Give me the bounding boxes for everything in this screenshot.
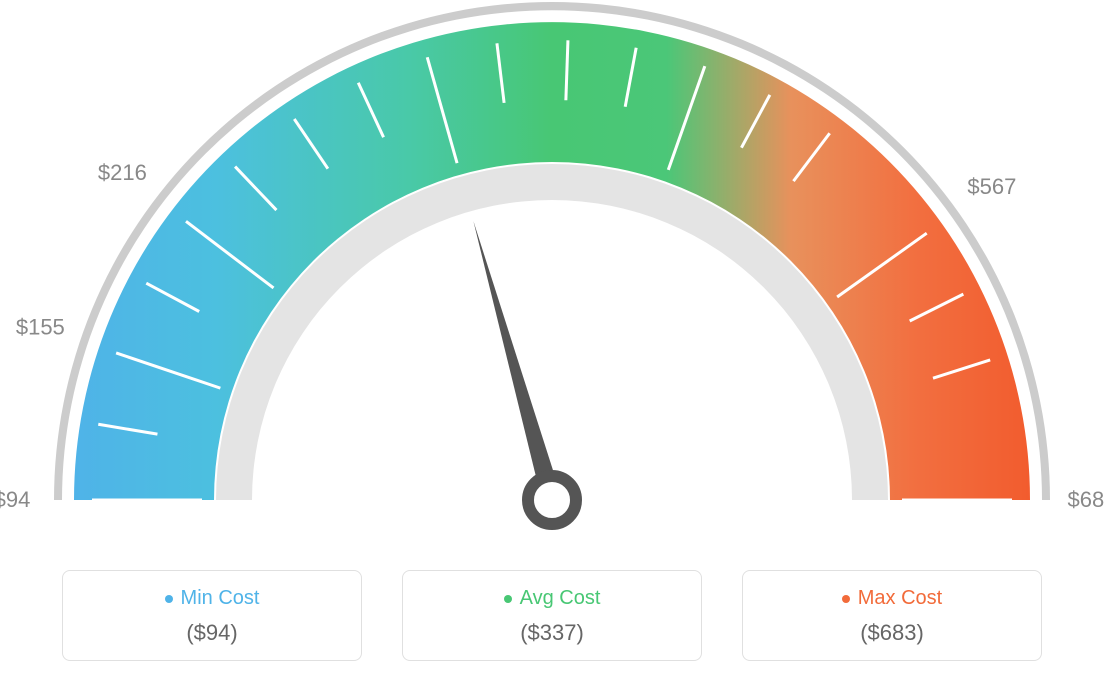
legend-value-avg: ($337) xyxy=(413,620,691,646)
svg-text:$567: $567 xyxy=(967,174,1016,199)
legend-value-min: ($94) xyxy=(73,620,351,646)
legend-card-max: Max Cost ($683) xyxy=(742,570,1042,661)
legend-text-min: Min Cost xyxy=(181,587,260,610)
legend-dot-max xyxy=(842,595,850,603)
legend-dot-min xyxy=(165,595,173,603)
legend-card-avg: Avg Cost ($337) xyxy=(402,570,702,661)
svg-text:$452: $452 xyxy=(707,0,756,3)
gauge-chart: $94$155$216$337$452$567$683 xyxy=(0,0,1104,560)
legend-row: Min Cost ($94) Avg Cost ($337) Max Cost … xyxy=(0,570,1104,661)
svg-text:$155: $155 xyxy=(16,314,65,339)
svg-text:$94: $94 xyxy=(0,487,30,512)
legend-dot-avg xyxy=(504,595,512,603)
legend-label-avg: Avg Cost xyxy=(504,587,601,610)
svg-text:$216: $216 xyxy=(98,160,147,185)
legend-label-max: Max Cost xyxy=(842,587,942,610)
svg-text:$683: $683 xyxy=(1068,487,1104,512)
legend-value-max: ($683) xyxy=(753,620,1031,646)
legend-text-max: Max Cost xyxy=(858,587,942,610)
legend-label-min: Min Cost xyxy=(165,587,260,610)
legend-text-avg: Avg Cost xyxy=(520,587,601,610)
gauge-svg: $94$155$216$337$452$567$683 xyxy=(0,0,1104,560)
legend-card-min: Min Cost ($94) xyxy=(62,570,362,661)
